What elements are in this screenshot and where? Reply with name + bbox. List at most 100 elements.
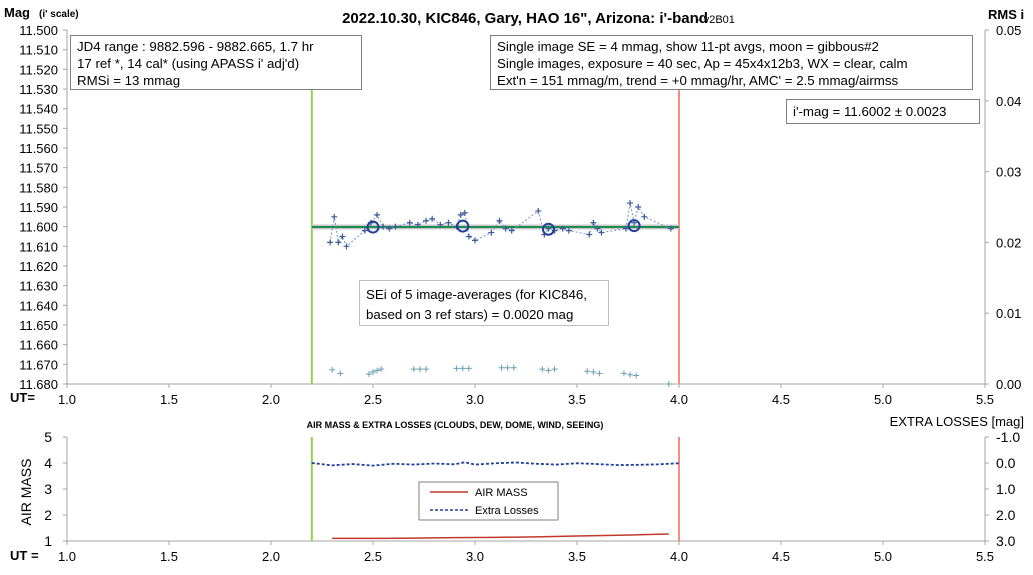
single-image-point bbox=[508, 227, 515, 234]
rms-point bbox=[370, 368, 376, 375]
single-image-point bbox=[461, 209, 468, 216]
y-axis-label-right: RMS i bbox=[988, 7, 1024, 22]
legend-label-air-mass: AIR MASS bbox=[475, 487, 528, 499]
y-tick-right-lower: 0.0 bbox=[996, 455, 1016, 471]
sei-note-line-1: SEi of 5 image-averages (for KIC846, bbox=[366, 287, 587, 302]
y-tick-right: 0.05 bbox=[996, 23, 1021, 38]
single-image-point bbox=[339, 233, 346, 240]
y-tick-right-lower: 2.0 bbox=[996, 507, 1016, 523]
x-tick-lower: 2.0 bbox=[262, 549, 280, 564]
magnitude-result-box: i'-mag = 11.6002 ± 0.0023 bbox=[786, 99, 980, 124]
average-point bbox=[456, 219, 470, 233]
x-axis-label-lower: UT = bbox=[10, 548, 39, 563]
single-image-point bbox=[502, 225, 509, 232]
single-image-point bbox=[535, 207, 542, 214]
x-tick-lower: 3.0 bbox=[466, 549, 484, 564]
y-tick-left: 11.580 bbox=[19, 180, 58, 195]
y-tick-right: 0.04 bbox=[996, 94, 1021, 109]
y-tick-left: 11.570 bbox=[19, 161, 58, 176]
single-image-point bbox=[423, 217, 430, 224]
x-tick-lower: 1.5 bbox=[160, 549, 178, 564]
single-image-point bbox=[437, 221, 444, 228]
y-tick-left: 11.550 bbox=[19, 121, 58, 136]
y-tick-right: 0.00 bbox=[996, 377, 1021, 392]
rms-point bbox=[453, 365, 460, 372]
rms-point bbox=[504, 364, 511, 371]
x-tick: 5.0 bbox=[874, 392, 892, 407]
x-tick: 4.5 bbox=[772, 392, 790, 407]
single-image-point bbox=[457, 211, 464, 218]
single-image-point bbox=[361, 227, 368, 234]
rms-point bbox=[416, 366, 423, 373]
single-image-point bbox=[496, 217, 503, 224]
y-tick-left: 11.590 bbox=[19, 200, 58, 215]
y-tick-left: 11.620 bbox=[19, 259, 58, 274]
y-tick-right-lower: 3.0 bbox=[996, 533, 1016, 549]
x-tick: 3.0 bbox=[466, 392, 484, 407]
x-tick: 2.0 bbox=[262, 392, 280, 407]
rms-point bbox=[329, 366, 336, 373]
x-tick: 3.5 bbox=[568, 392, 586, 407]
y-axis-label-left-lower: AIR MASS bbox=[18, 459, 34, 526]
x-tick-lower: 4.0 bbox=[670, 549, 688, 564]
x-tick: 5.5 bbox=[976, 392, 994, 407]
sei-note-line-2: based on 3 ref stars) = 0.0020 mag bbox=[366, 307, 574, 322]
single-image-point bbox=[635, 204, 642, 210]
average-point bbox=[627, 219, 641, 233]
y-tick-left: 11.680 bbox=[19, 377, 58, 392]
rms-point bbox=[459, 365, 466, 372]
chart-version: - v2B01 bbox=[697, 14, 735, 26]
rms-point bbox=[498, 364, 505, 371]
y-tick-right-lower: -1.0 bbox=[996, 429, 1020, 445]
rms-point bbox=[378, 366, 385, 373]
x-tick-lower: 4.5 bbox=[772, 549, 790, 564]
magnitude-result: i'-mag = 11.6002 ± 0.0023 bbox=[793, 104, 947, 119]
single-image-point bbox=[586, 231, 593, 238]
x-tick: 1.5 bbox=[160, 392, 178, 407]
air-mass-chart-title: AIR MASS & EXTRA LOSSES (CLOUDS, DEW, DO… bbox=[307, 420, 604, 430]
y-tick-right: 0.02 bbox=[996, 235, 1021, 250]
rms-point bbox=[337, 370, 344, 377]
info-right-line-1: Single image SE = 4 mmag, show 11-pt avg… bbox=[497, 39, 879, 54]
chart-title: 2022.10.30, KIC846, Gary, HAO 16", Arizo… bbox=[342, 10, 708, 27]
y-tick-left: 11.540 bbox=[19, 102, 58, 117]
single-image-point bbox=[565, 227, 572, 234]
single-image-point bbox=[590, 219, 597, 226]
x-axis-label: UT= bbox=[10, 390, 35, 405]
y-tick-left: 11.500 bbox=[19, 23, 58, 38]
x-tick-lower: 5.5 bbox=[976, 549, 994, 564]
y-tick-left: 11.520 bbox=[19, 62, 58, 77]
y-tick-left-lower: 2 bbox=[44, 507, 52, 523]
single-image-point bbox=[472, 237, 478, 244]
y-tick-left: 11.650 bbox=[19, 318, 58, 333]
single-image-point bbox=[667, 225, 674, 232]
single-image-point bbox=[445, 219, 452, 226]
info-left-line-1: JD4 range : 9882.596 - 9882.665, 1.7 hr bbox=[77, 39, 314, 54]
y-tick-left: 11.660 bbox=[19, 338, 58, 353]
single-image-point bbox=[465, 233, 472, 240]
single-image-point bbox=[406, 219, 413, 226]
single-image-point bbox=[545, 225, 552, 232]
y-tick-left: 11.560 bbox=[19, 141, 58, 156]
rms-point bbox=[584, 368, 591, 375]
x-tick-lower: 1.0 bbox=[58, 549, 76, 564]
y-tick-left: 11.510 bbox=[19, 43, 58, 58]
y-tick-left: 11.530 bbox=[19, 82, 58, 97]
rms-point bbox=[423, 366, 430, 373]
y-axis-label-left: Mag bbox=[4, 5, 30, 20]
air-mass-line bbox=[332, 533, 669, 540]
rms-point bbox=[465, 365, 472, 372]
y-tick-left: 11.640 bbox=[19, 298, 58, 313]
single-image-point bbox=[386, 225, 393, 232]
single-image-point bbox=[598, 229, 605, 236]
single-image-point bbox=[343, 243, 350, 250]
y-tick-left: 11.610 bbox=[19, 239, 58, 254]
single-image-point bbox=[327, 239, 334, 246]
y-axis-label-right-lower: EXTRA LOSSES [mag] bbox=[890, 414, 1024, 429]
info-right-line-2: Single images, exposure = 40 sec, Ap = 4… bbox=[497, 56, 908, 71]
rms-point bbox=[627, 371, 634, 378]
rms-point bbox=[620, 370, 627, 377]
single-image-point bbox=[594, 225, 601, 232]
y-tick-right: 0.01 bbox=[996, 306, 1021, 321]
